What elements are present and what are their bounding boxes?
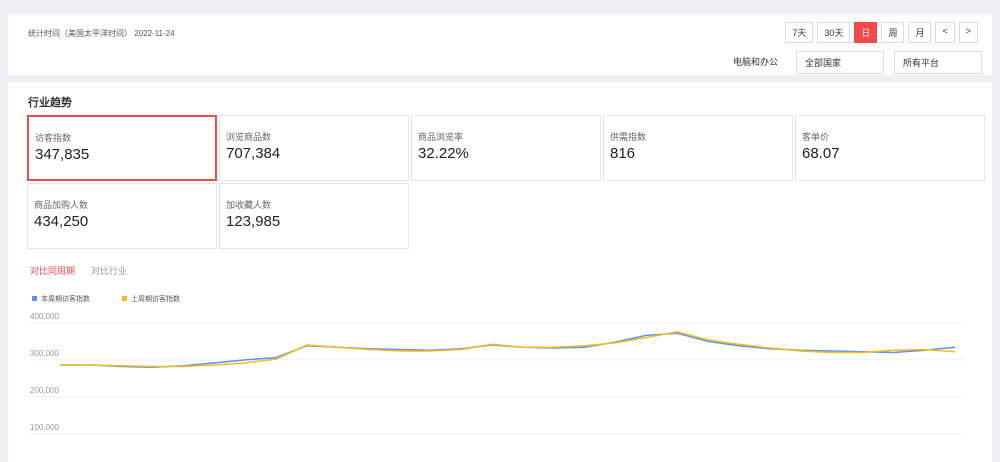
date: 2022-11-24 xyxy=(134,29,175,38)
metric-label: 浏览商品数 xyxy=(226,132,272,142)
legend-label: 上周期访客指数 xyxy=(131,294,180,303)
metric-label: 供需指数 xyxy=(610,132,647,142)
metric-card[interactable]: 商品加购人数 434,250 xyxy=(27,183,217,249)
header-bar: 统计时间（美国太平洋时间） 2022-11-24 7天 30天日周月 < > 电脑和办… xyxy=(8,15,992,75)
filters: 电脑和办公 全部国家 所有平台 xyxy=(725,51,982,74)
metric-label: 商品加购人数 xyxy=(34,200,89,210)
metric-label: 访客指数 xyxy=(35,133,72,143)
metric-card[interactable]: 客单价 68.07 xyxy=(795,115,985,181)
metric-value: 434,250 xyxy=(34,213,89,230)
metric-card[interactable]: 加收藏人数 123,985 xyxy=(219,183,409,249)
legend-label: 本周期访客指数 xyxy=(41,294,90,303)
time-info: 统计时间（美国太平洋时间） 2022-11-24 xyxy=(28,28,175,39)
metric-value: 123,985 xyxy=(226,213,281,230)
range-button[interactable]: 7天 xyxy=(785,22,814,43)
legend-swatch xyxy=(32,296,37,301)
series-line xyxy=(60,330,956,368)
range-buttons: 7天 30天日周月 < > xyxy=(785,22,978,43)
chart: 100,000 200,000 300,000 400,000 本周期访客指数 上周期访客… xyxy=(30,294,965,435)
legend-swatch xyxy=(122,296,127,301)
metric-label: 商品浏览率 xyxy=(418,132,464,142)
page: 统计时间（美国太平洋时间） 2022-11-24 7天 30天日周月 < > 电脑和办… xyxy=(8,15,992,462)
y-tick-label: 300,000 xyxy=(30,349,59,358)
range-button[interactable]: 日 xyxy=(854,22,878,43)
section-title: 行业趋势 xyxy=(28,97,72,109)
filter-select[interactable]: 全部国家 xyxy=(796,51,884,74)
metric-value: 347,835 xyxy=(35,146,90,163)
y-tick-label: 200,000 xyxy=(30,386,59,395)
series-line xyxy=(60,332,956,369)
tab[interactable]: 对比行业 xyxy=(91,266,128,276)
metric-card[interactable]: 访客指数 347,835 xyxy=(27,115,217,181)
metric-label: 客单价 xyxy=(802,132,830,142)
y-tick-label: 100,000 xyxy=(30,423,59,432)
metric-value: 68.07 xyxy=(802,145,840,162)
metric-value: 32.22% xyxy=(418,145,469,162)
range-button[interactable]: 月 xyxy=(908,22,932,43)
metric-label: 加收藏人数 xyxy=(226,200,272,210)
filter-select[interactable]: 所有平台 xyxy=(894,51,982,74)
filter-select[interactable]: 电脑和办公 xyxy=(732,57,778,67)
metric-value: 707,384 xyxy=(226,145,281,162)
trend-section: 行业趋势 访客指数 347,835 浏览商品数 707,384 商品浏览率 32.22% 供… xyxy=(8,82,992,462)
tabs: 对比同周期 对比行业 xyxy=(30,264,127,277)
metric-card[interactable]: 商品浏览率 32.22% xyxy=(411,115,601,181)
metric-value: 816 xyxy=(610,145,636,162)
metric-card[interactable]: 浏览商品数 707,384 xyxy=(219,115,409,181)
range-button[interactable]: 周 xyxy=(881,22,905,43)
range-button[interactable]: < xyxy=(935,22,955,43)
y-tick-label: 400,000 xyxy=(30,312,59,321)
time-label: 统计时间（美国太平洋时间） xyxy=(28,29,132,38)
metric-card[interactable]: 供需指数 816 xyxy=(603,115,793,181)
range-button[interactable]: > xyxy=(958,22,978,43)
tab[interactable]: 对比同周期 xyxy=(30,266,76,276)
range-button[interactable]: 30天 xyxy=(817,22,851,43)
